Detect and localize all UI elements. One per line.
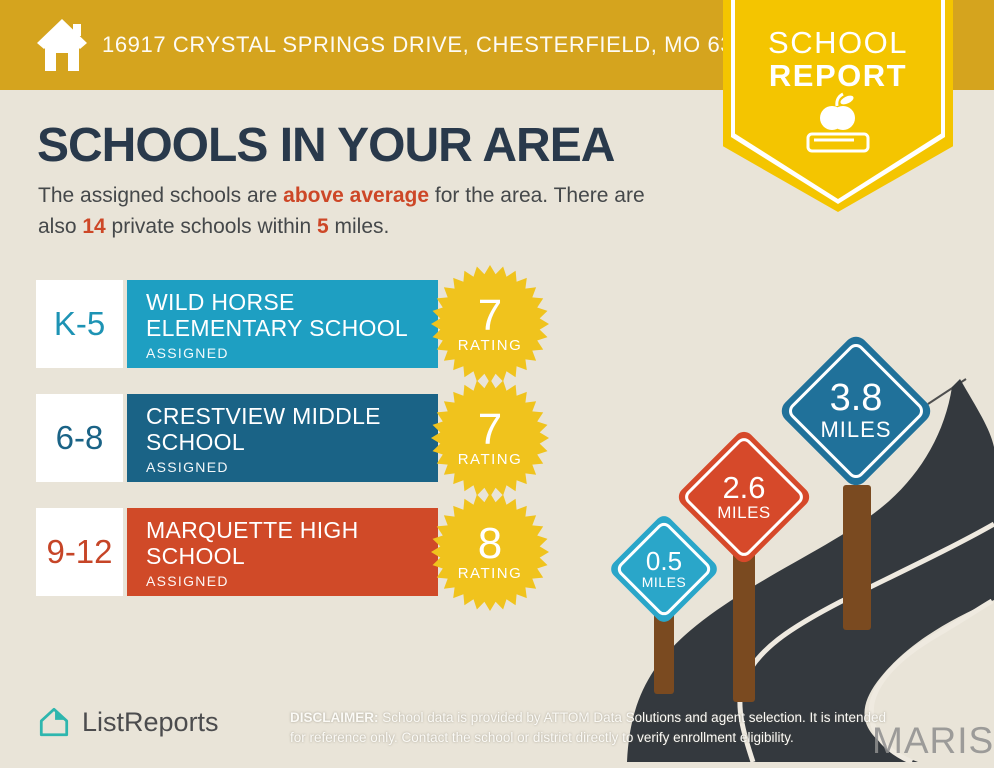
sign-distance: 3.8 bbox=[829, 377, 883, 419]
intro-line2-pre: also bbox=[38, 215, 83, 238]
intro-line2-post: miles. bbox=[328, 215, 390, 238]
school-bar: WILD HORSE ELEMENTARY SCHOOL ASSIGNED bbox=[127, 280, 438, 368]
home-icon bbox=[37, 19, 87, 71]
school-name: MARQUETTE HIGH SCHOOL bbox=[146, 517, 359, 569]
maris-watermark: MARIS bbox=[872, 720, 994, 761]
intro-text: The assigned schools are above average f… bbox=[38, 180, 645, 242]
rating-value: 7 bbox=[477, 404, 503, 454]
sign-unit: MILES bbox=[641, 574, 687, 590]
school-status: ASSIGNED bbox=[146, 573, 229, 589]
disclaimer-line2: for reference only. Contact the school o… bbox=[290, 730, 794, 745]
listreports-brand: ListReports bbox=[36, 704, 219, 740]
intro-line1-post: for the area. There are bbox=[429, 184, 645, 207]
school-name: CRESTVIEW MIDDLE SCHOOL bbox=[146, 403, 381, 455]
intro-highlight-quality: above average bbox=[283, 184, 430, 207]
rating-label: RATING bbox=[457, 450, 523, 468]
starburst-icon bbox=[431, 493, 549, 611]
sign-unit: MILES bbox=[820, 417, 892, 442]
sign-distance: 0.5 bbox=[645, 546, 683, 576]
rating-badge-middle: 7 RATING bbox=[430, 378, 550, 498]
disclaimer-label: DISCLAIMER: bbox=[290, 710, 379, 725]
page-title: SCHOOLS IN YOUR AREA bbox=[37, 119, 615, 172]
rating-badge-high: 8 RATING bbox=[430, 492, 550, 612]
property-address: 16917 CRYSTAL SPRINGS DRIVE, CHESTERFIEL… bbox=[102, 32, 772, 57]
intro-radius-miles: 5 bbox=[316, 215, 329, 238]
distance-sign-elementary: 0.5 MILES bbox=[604, 509, 724, 629]
school-report-ribbon: SCHOOL REPORT bbox=[723, 0, 953, 212]
sign-label: 2.6 MILES bbox=[674, 427, 814, 567]
school-status: ASSIGNED bbox=[146, 345, 229, 361]
intro-line1-pre: The assigned schools are bbox=[38, 184, 284, 207]
sign-label: 3.8 MILES bbox=[776, 331, 936, 491]
school-row-middle: 6-8 CRESTVIEW MIDDLE SCHOOL ASSIGNED bbox=[36, 394, 556, 482]
school-name: WILD HORSE ELEMENTARY SCHOOL bbox=[146, 289, 409, 341]
distance-sign-high: 3.8 MILES bbox=[776, 331, 936, 491]
starburst-icon bbox=[431, 265, 549, 383]
rating-value: 7 bbox=[477, 290, 503, 340]
ribbon-title-line2: REPORT bbox=[768, 58, 908, 93]
sign-post-small bbox=[654, 598, 674, 694]
school-row-elementary: K-5 WILD HORSE ELEMENTARY SCHOOL ASSIGNED bbox=[36, 280, 556, 368]
disclaimer-line1: School data is provided by ATTOM Data So… bbox=[378, 710, 887, 725]
rating-text: 7 RATING bbox=[430, 378, 550, 498]
ribbon-title: SCHOOL REPORT bbox=[723, 26, 953, 92]
starburst-icon bbox=[431, 379, 549, 497]
road-body bbox=[627, 379, 994, 762]
school-bar: CRESTVIEW MIDDLE SCHOOL ASSIGNED bbox=[127, 394, 438, 482]
sign-label: 0.5 MILES bbox=[604, 509, 724, 629]
apple-book-icon bbox=[806, 92, 870, 153]
road-edge-line-right bbox=[868, 598, 994, 765]
school-row-high: 9-12 MARQUETTE HIGH SCHOOL ASSIGNED bbox=[36, 508, 556, 596]
intro-private-count: 14 bbox=[82, 215, 106, 238]
listreports-brand-name: ListReports bbox=[82, 706, 219, 737]
sign-post-large bbox=[843, 485, 871, 630]
rating-text: 7 RATING bbox=[430, 264, 550, 384]
rating-label: RATING bbox=[457, 336, 523, 354]
sign-unit: MILES bbox=[717, 502, 771, 522]
grade-range-box: 6-8 bbox=[36, 394, 123, 482]
sign-distance: 2.6 bbox=[722, 469, 766, 505]
school-status: ASSIGNED bbox=[146, 459, 229, 475]
grade-range: 9-12 bbox=[46, 533, 113, 570]
distance-sign-middle: 2.6 MILES bbox=[674, 427, 814, 567]
disclaimer-text: DISCLAIMER: School data is provided by A… bbox=[290, 708, 960, 748]
rating-label: RATING bbox=[457, 564, 523, 582]
sign-post-medium bbox=[733, 550, 755, 702]
school-bar: MARQUETTE HIGH SCHOOL ASSIGNED bbox=[127, 508, 438, 596]
rating-badge-elementary: 7 RATING bbox=[430, 264, 550, 384]
rating-text: 8 RATING bbox=[430, 492, 550, 612]
intro-line2-mid: private schools within bbox=[105, 215, 317, 238]
ribbon-title-line1: SCHOOL bbox=[768, 25, 908, 60]
grade-range-box: 9-12 bbox=[36, 508, 123, 596]
grade-range: 6-8 bbox=[55, 419, 104, 456]
grade-range-box: K-5 bbox=[36, 280, 123, 368]
listreports-logo-icon bbox=[39, 707, 69, 737]
road-edge-line-left bbox=[737, 521, 994, 763]
rating-value: 8 bbox=[477, 518, 503, 568]
grade-range: K-5 bbox=[53, 305, 106, 342]
